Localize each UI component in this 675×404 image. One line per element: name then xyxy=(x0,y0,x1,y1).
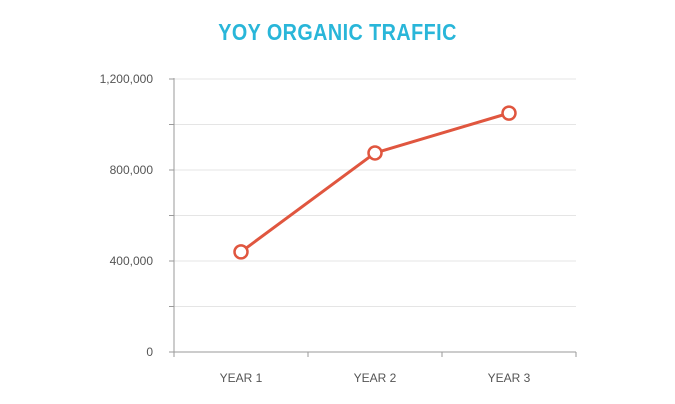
x-tick-label: YEAR 3 xyxy=(488,371,531,385)
data-point xyxy=(233,244,249,260)
data-point xyxy=(367,145,383,161)
label-layer: 0 400,000 800,000 1,200,000 YEAR 1 YEAR 2 YEAR… xyxy=(100,72,531,385)
y-tick-label: 800,000 xyxy=(110,163,154,177)
series-line xyxy=(239,111,511,254)
axis-layer xyxy=(169,78,577,357)
x-tick-label: YEAR 2 xyxy=(354,371,397,385)
chart-title: YOY ORGANIC TRAFFIC xyxy=(218,19,457,45)
grid-layer xyxy=(174,78,576,307)
series-layer xyxy=(233,105,517,260)
y-tick-label: 1,200,000 xyxy=(100,72,154,86)
data-point xyxy=(501,105,517,121)
y-tick-label: 0 xyxy=(146,345,153,359)
y-tick-label: 400,000 xyxy=(110,254,154,268)
x-tick-label: YEAR 1 xyxy=(220,371,263,385)
